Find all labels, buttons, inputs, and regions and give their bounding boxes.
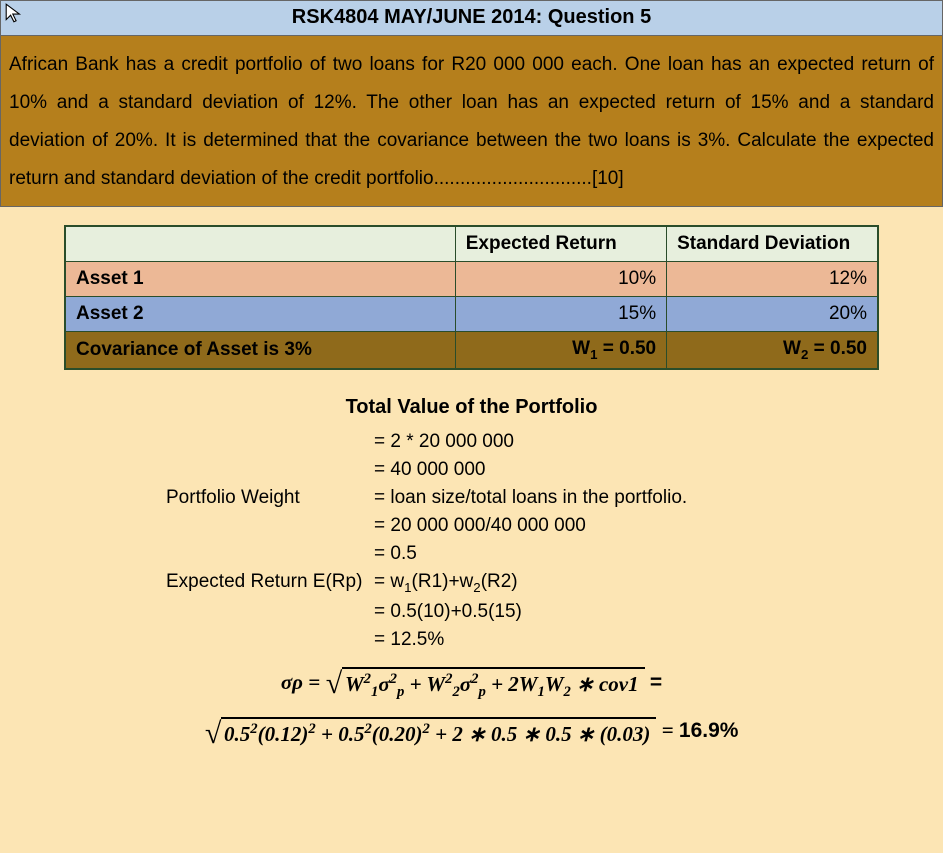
cursor-icon — [4, 2, 26, 24]
page-title: RSK4804 MAY/JUNE 2014: Question 5 — [0, 0, 943, 36]
label-expected-return: Expected Return E(Rp) — [64, 571, 374, 595]
cell-asset1-sd: 12% — [667, 262, 878, 297]
cell-asset2-sd: 20% — [667, 297, 878, 332]
calc-er2: = 0.5(10)+0.5(15) — [374, 601, 879, 623]
cell-w1: W1 = 0.50 — [455, 332, 666, 369]
cell-asset1-er: 10% — [455, 262, 666, 297]
cell-cov-label: Covariance of Asset is 3% — [65, 332, 455, 369]
table-row-asset2: Asset 2 15% 20% — [65, 297, 878, 332]
cell-asset2-label: Asset 2 — [65, 297, 455, 332]
asset-table: Expected Return Standard Deviation Asset… — [64, 225, 879, 370]
col-header-er: Expected Return — [455, 226, 666, 262]
label-portfolio-weight: Portfolio Weight — [64, 487, 374, 509]
calc-line-2: = 40 000 000 — [374, 459, 879, 481]
calc-pw3: = 0.5 — [374, 543, 879, 565]
calc-line-1: = 2 * 20 000 000 — [374, 431, 879, 453]
col-header-sd: Standard Deviation — [667, 226, 878, 262]
table-row-asset1: Asset 1 10% 12% — [65, 262, 878, 297]
radical-icon: √ — [325, 669, 341, 703]
content-area: Expected Return Standard Deviation Asset… — [0, 207, 943, 747]
cell-w2: W2 = 0.50 — [667, 332, 878, 369]
cell-asset2-er: 15% — [455, 297, 666, 332]
radical-icon: √ — [205, 719, 221, 749]
table-header-row: Expected Return Standard Deviation — [65, 226, 878, 262]
calculation-block: Total Value of the Portfolio = 2 * 20 00… — [64, 396, 879, 747]
calc-er1: = w1(R1)+w2(R2) — [374, 571, 879, 595]
calc-title: Total Value of the Portfolio — [64, 396, 879, 419]
calc-er3: = 12.5% — [374, 629, 879, 651]
question-text: African Bank has a credit portfolio of t… — [0, 36, 943, 207]
table-row-covariance: Covariance of Asset is 3% W1 = 0.50 W2 =… — [65, 332, 878, 369]
cell-asset1-label: Asset 1 — [65, 262, 455, 297]
formula-sigma: σρ = √ W21σ2p + W22σ2p + 2W1W2 ∗ cov1 = — [64, 667, 879, 701]
calc-pw2: = 20 000 000/40 000 000 — [374, 515, 879, 537]
formula-numeric: √ 0.52(0.12)2 + 0.52(0.20)2 + 2 ∗ 0.5 ∗ … — [64, 717, 879, 747]
calc-pw1: = loan size/total loans in the portfolio… — [374, 487, 879, 509]
col-header-empty — [65, 226, 455, 262]
